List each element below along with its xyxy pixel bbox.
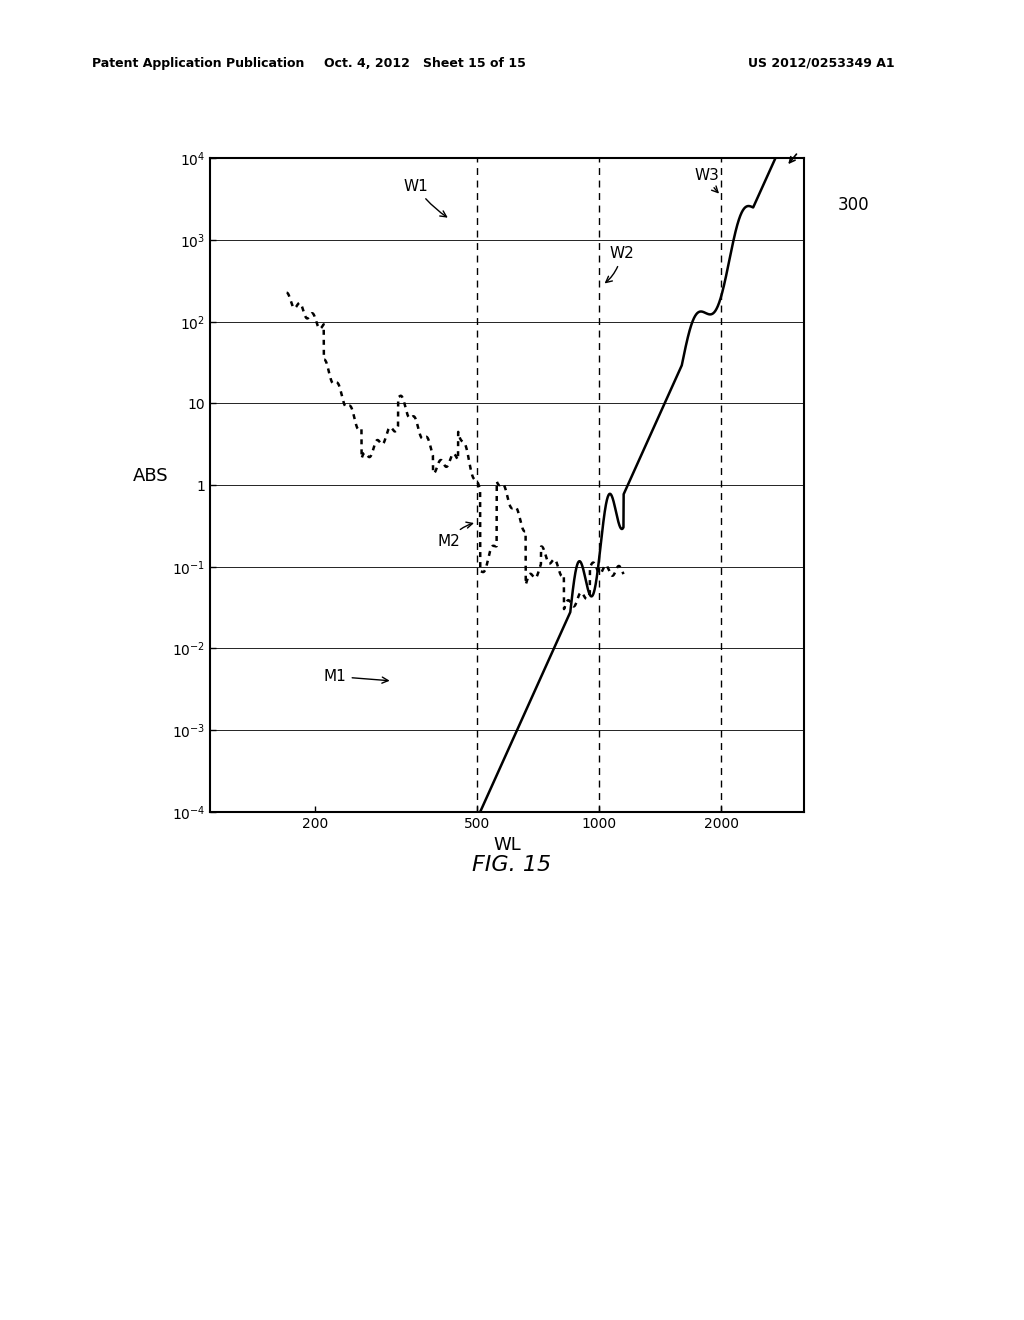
Text: M2: M2: [437, 523, 472, 549]
Text: W3: W3: [694, 168, 719, 193]
X-axis label: WL: WL: [493, 836, 521, 854]
Text: W2: W2: [606, 247, 634, 282]
Text: Patent Application Publication: Patent Application Publication: [92, 57, 304, 70]
Text: 300: 300: [838, 195, 869, 214]
Y-axis label: ABS: ABS: [133, 467, 169, 486]
Text: W1: W1: [403, 180, 446, 216]
Text: FIG. 15: FIG. 15: [472, 854, 552, 875]
Text: US 2012/0253349 A1: US 2012/0253349 A1: [748, 57, 894, 70]
Text: Oct. 4, 2012   Sheet 15 of 15: Oct. 4, 2012 Sheet 15 of 15: [324, 57, 526, 70]
Text: M1: M1: [324, 669, 388, 684]
